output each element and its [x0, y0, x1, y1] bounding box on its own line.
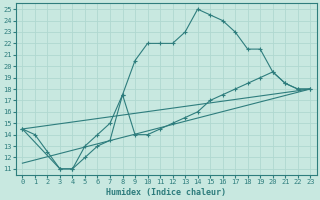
X-axis label: Humidex (Indice chaleur): Humidex (Indice chaleur) — [106, 188, 226, 197]
